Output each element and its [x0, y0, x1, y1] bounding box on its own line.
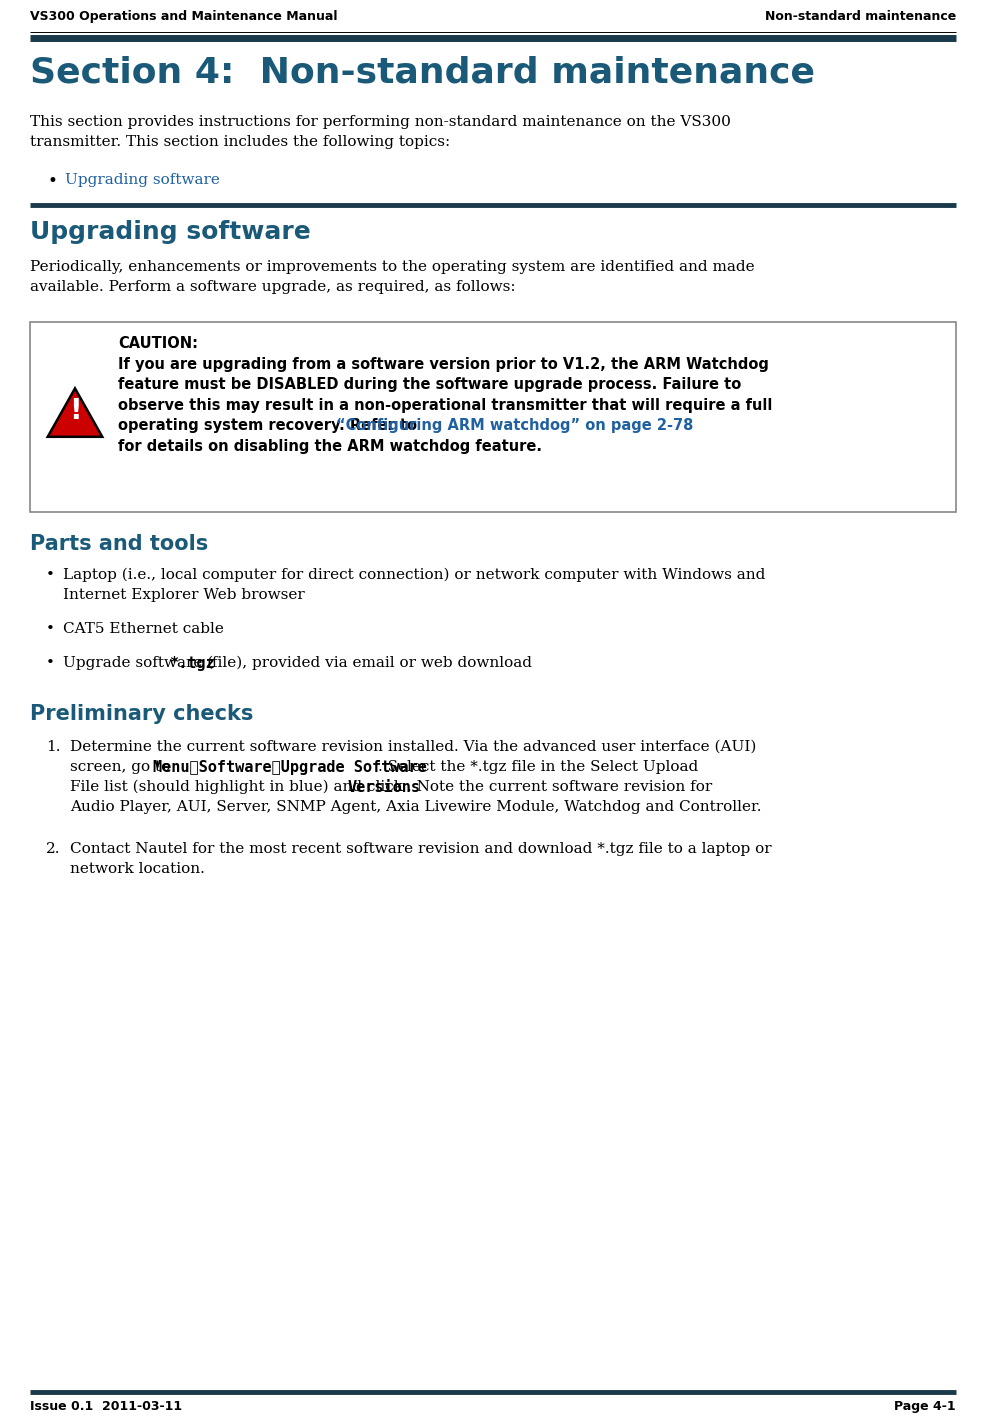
Text: Audio Player, AUI, Server, SNMP Agent, Axia Livewire Module, Watchdog and Contro: Audio Player, AUI, Server, SNMP Agent, A… [70, 799, 761, 814]
Text: Menu⁄Software⁄Upgrade Software: Menu⁄Software⁄Upgrade Software [153, 760, 426, 775]
Text: Section 4:  Non-standard maintenance: Section 4: Non-standard maintenance [30, 56, 815, 88]
Text: Issue 0.1  2011-03-11: Issue 0.1 2011-03-11 [30, 1399, 182, 1414]
Text: Upgrading software: Upgrading software [65, 172, 220, 187]
Text: Parts and tools: Parts and tools [30, 534, 208, 554]
Text: Periodically, enhancements or improvements to the operating system are identifie: Periodically, enhancements or improvemen… [30, 259, 754, 274]
Text: File list (should highlight in blue) and click: File list (should highlight in blue) and… [70, 779, 408, 794]
Text: transmitter. This section includes the following topics:: transmitter. This section includes the f… [30, 135, 451, 150]
Text: Non-standard maintenance: Non-standard maintenance [765, 10, 956, 23]
Text: CAUTION:: CAUTION: [118, 336, 198, 351]
Text: available. Perform a software upgrade, as required, as follows:: available. Perform a software upgrade, a… [30, 279, 516, 294]
Text: Versions: Versions [347, 779, 420, 795]
Text: Contact Nautel for the most recent software revision and download *.tgz file to : Contact Nautel for the most recent softw… [70, 842, 772, 856]
Text: observe this may result in a non-operational transmitter that will require a ful: observe this may result in a non-operati… [118, 398, 772, 412]
Text: Determine the current software revision installed. Via the advanced user interfa: Determine the current software revision … [70, 740, 756, 754]
Text: Upgrade software (: Upgrade software ( [63, 656, 213, 670]
Polygon shape [47, 389, 103, 437]
Text: This section provides instructions for performing non-standard maintenance on th: This section provides instructions for p… [30, 115, 731, 130]
Text: !: ! [69, 398, 81, 425]
Text: •: • [48, 172, 58, 190]
Text: 1.: 1. [46, 740, 60, 754]
Text: Preliminary checks: Preliminary checks [30, 704, 253, 724]
Text: for details on disabling the ARM watchdog feature.: for details on disabling the ARM watchdo… [118, 439, 542, 453]
Text: network location.: network location. [70, 862, 205, 876]
Text: *.tgz: *.tgz [170, 656, 215, 671]
Text: Page 4-1: Page 4-1 [894, 1399, 956, 1414]
Text: feature must be DISABLED during the software upgrade process. Failure to: feature must be DISABLED during the soft… [118, 378, 741, 392]
Text: . Note the current software revision for: . Note the current software revision for [407, 779, 713, 794]
Text: Upgrading software: Upgrading software [30, 219, 311, 244]
Text: VS300 Operations and Maintenance Manual: VS300 Operations and Maintenance Manual [30, 10, 337, 23]
Text: screen, go to: screen, go to [70, 760, 176, 774]
Text: •: • [46, 569, 55, 581]
Text: •: • [46, 621, 55, 636]
Text: CAT5 Ethernet cable: CAT5 Ethernet cable [63, 621, 224, 636]
FancyBboxPatch shape [30, 322, 956, 512]
Text: operating system recovery. Refer to: operating system recovery. Refer to [118, 418, 422, 433]
Text: If you are upgrading from a software version prior to V1.2, the ARM Watchdog: If you are upgrading from a software ver… [118, 356, 769, 372]
Text: “Configuring ARM watchdog” on page 2-78: “Configuring ARM watchdog” on page 2-78 [336, 418, 693, 433]
Text: 2.: 2. [46, 842, 60, 856]
Text: Laptop (i.e., local computer for direct connection) or network computer with Win: Laptop (i.e., local computer for direct … [63, 569, 765, 583]
Text: . Select the *.tgz file in the Select Upload: . Select the *.tgz file in the Select Up… [378, 760, 698, 774]
Text: •: • [46, 656, 55, 670]
Text: file), provided via email or web download: file), provided via email or web downloa… [207, 656, 531, 670]
Text: Internet Explorer Web browser: Internet Explorer Web browser [63, 589, 305, 601]
